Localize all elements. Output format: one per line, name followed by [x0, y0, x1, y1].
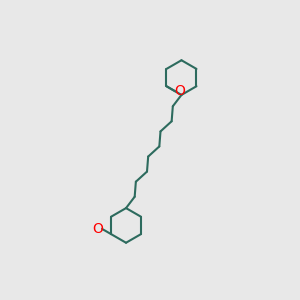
- Text: O: O: [174, 84, 185, 98]
- Text: O: O: [92, 222, 103, 236]
